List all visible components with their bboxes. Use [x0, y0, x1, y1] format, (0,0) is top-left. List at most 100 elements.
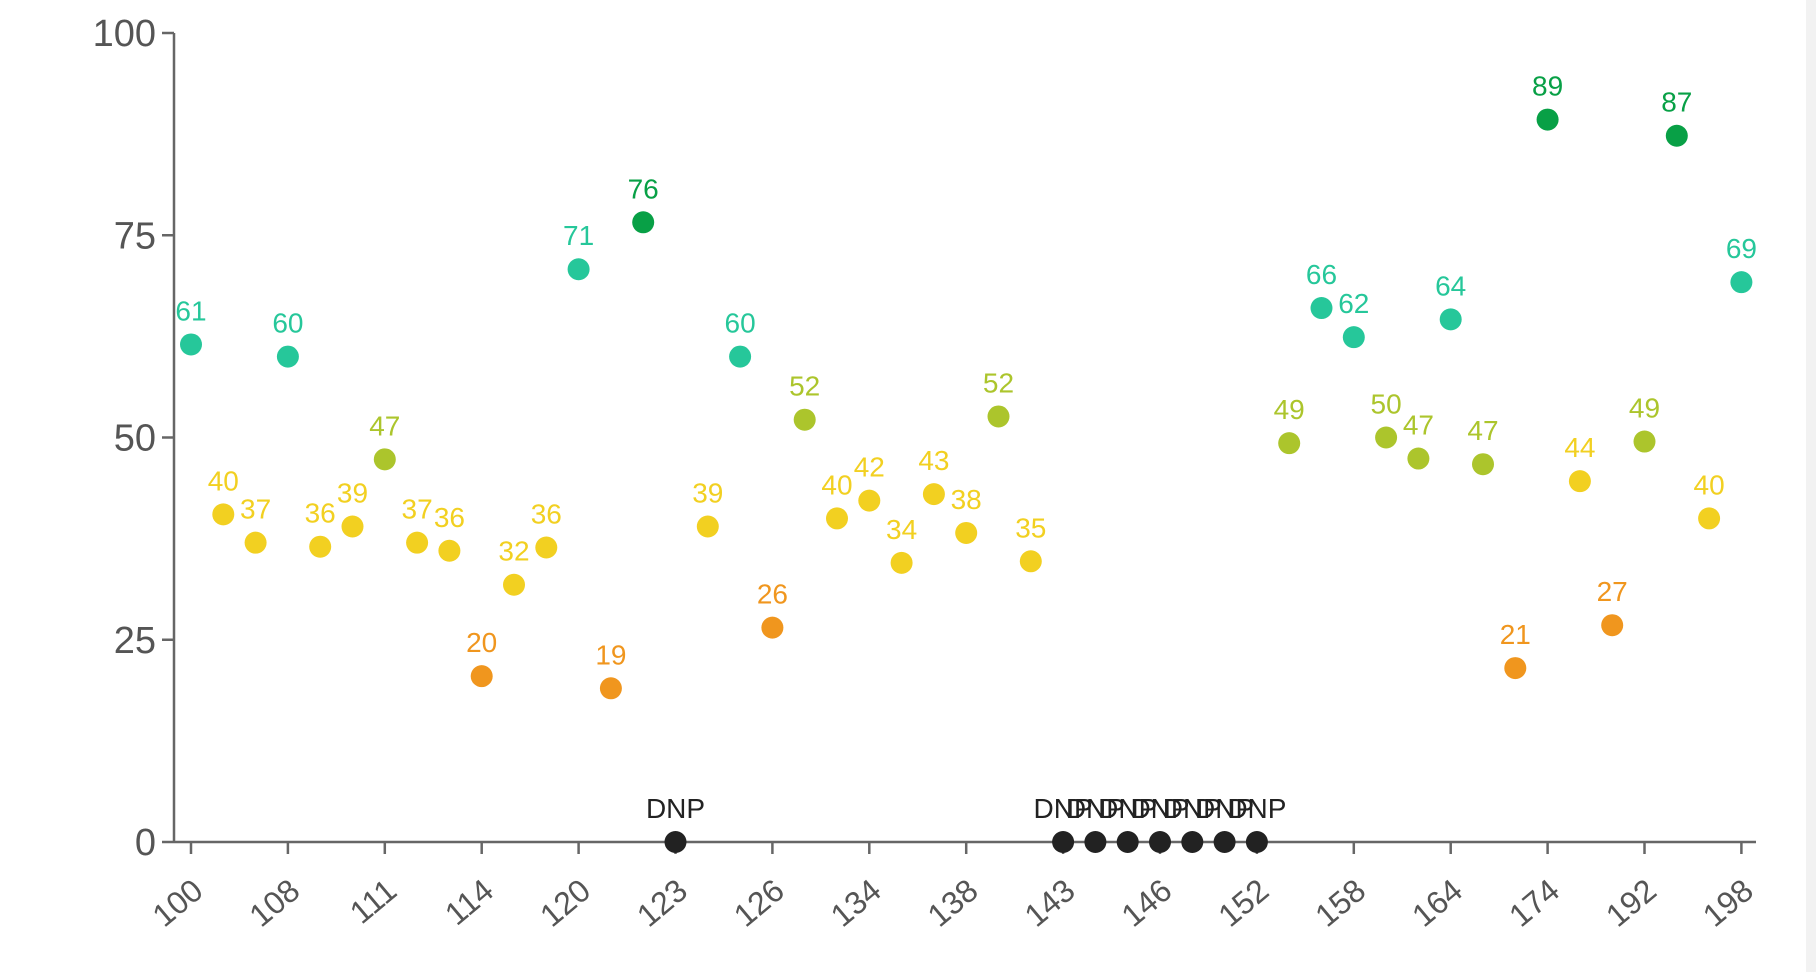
dnp-label: DNP [1034, 793, 1093, 824]
data-point [1342, 326, 1365, 349]
data-point [503, 573, 525, 596]
data-label: 37 [402, 494, 433, 525]
dnp-label: DNP [646, 793, 705, 824]
data-label: 37 [240, 494, 271, 525]
data-point [922, 483, 945, 506]
data-point [761, 616, 784, 639]
data-label: 47 [369, 410, 400, 441]
data-point [1375, 426, 1398, 449]
data-label: 52 [983, 367, 1014, 398]
data-point [696, 515, 719, 538]
data-label: 26 [757, 579, 788, 610]
data-point [1730, 271, 1753, 294]
dnp-label: DNP [1066, 793, 1125, 824]
data-label: 40 [821, 469, 852, 500]
data-point [858, 489, 881, 512]
x-tick-label: 134 [824, 872, 888, 934]
data-point [955, 521, 978, 544]
dnp-point [1052, 831, 1075, 853]
data-label: 42 [854, 452, 885, 483]
data-label: 34 [886, 514, 917, 545]
data-point [276, 345, 299, 368]
data-label: 20 [466, 627, 497, 658]
data-point [1472, 453, 1494, 476]
data-point [535, 536, 558, 559]
data-point [180, 333, 202, 356]
x-tick-label: 100 [145, 872, 209, 934]
data-label: 52 [789, 371, 820, 402]
data-label: 71 [563, 220, 594, 251]
x-axis: 100 108 111 114 120 123 126 134 138 143 146 152 158 1… [145, 840, 1760, 934]
data-label: 40 [208, 465, 239, 496]
x-tick-label: 198 [1696, 872, 1760, 934]
dnp-label: DNP [1130, 793, 1189, 824]
data-point [373, 448, 396, 471]
x-tick-label: 126 [727, 872, 791, 934]
dnp-label: DNP [1098, 793, 1157, 824]
data-point [729, 345, 752, 368]
data-point [1536, 108, 1559, 131]
data-label: 36 [305, 498, 336, 529]
data-label: 32 [498, 536, 529, 567]
y-tick-label: 0 [135, 822, 156, 864]
data-label: 35 [1015, 512, 1046, 543]
data-label: 47 [1467, 415, 1498, 446]
dnp-point [1116, 831, 1139, 853]
data-point [987, 405, 1010, 428]
dnp-point [1084, 831, 1107, 853]
data-point [1439, 308, 1462, 331]
y-tick-label: 75 [114, 215, 156, 257]
data-point [1665, 124, 1688, 147]
data-label: 89 [1532, 71, 1563, 102]
data-point [890, 551, 913, 574]
x-tick-label: 120 [533, 872, 597, 934]
data-label: 49 [1629, 393, 1660, 424]
data-label: 27 [1597, 576, 1628, 607]
dnp-point [1213, 831, 1236, 853]
data-label: 39 [337, 477, 368, 508]
dnp-label: DNP [1163, 793, 1222, 824]
data-point [470, 665, 493, 688]
data-label: 66 [1306, 259, 1337, 290]
y-axis: 0 25 50 75 100 [93, 13, 176, 864]
data-point [1019, 550, 1042, 573]
x-tick-label: 111 [343, 872, 403, 931]
data-point [244, 531, 267, 554]
y-tick-label: 100 [93, 13, 156, 55]
data-label: 44 [1564, 432, 1595, 463]
data-label: 60 [725, 308, 756, 339]
data-point [567, 258, 590, 281]
x-tick-label: 174 [1502, 872, 1566, 934]
y-tick-label: 50 [114, 418, 156, 460]
x-tick-label: 192 [1599, 872, 1663, 934]
scrollbar-track[interactable] [1806, 0, 1816, 972]
dnp-label: DNP [1195, 793, 1254, 824]
data-point [1278, 432, 1301, 455]
data-point [212, 503, 235, 526]
dnp-point [1245, 831, 1268, 853]
x-tick-label: 123 [630, 872, 694, 934]
data-point [826, 507, 848, 530]
x-tick-label: 138 [921, 872, 985, 934]
x-tick-label: 114 [438, 872, 500, 932]
data-point [438, 539, 461, 562]
dnp-point [664, 831, 687, 853]
data-point [793, 408, 816, 431]
data-label: 87 [1661, 87, 1692, 118]
data-label: 36 [531, 499, 562, 530]
data-label: 61 [175, 295, 206, 326]
data-point [1568, 470, 1591, 493]
data-point [1601, 614, 1624, 637]
data-point [1310, 297, 1333, 320]
dnp-point [1149, 831, 1171, 853]
data-point [1633, 430, 1656, 453]
data-label: 38 [951, 484, 982, 515]
data-point [309, 535, 332, 558]
data-points [180, 108, 1753, 853]
x-tick-label: 164 [1405, 872, 1469, 934]
x-tick-label: 143 [1018, 872, 1082, 934]
data-point [599, 677, 622, 700]
data-label: 69 [1726, 233, 1757, 264]
